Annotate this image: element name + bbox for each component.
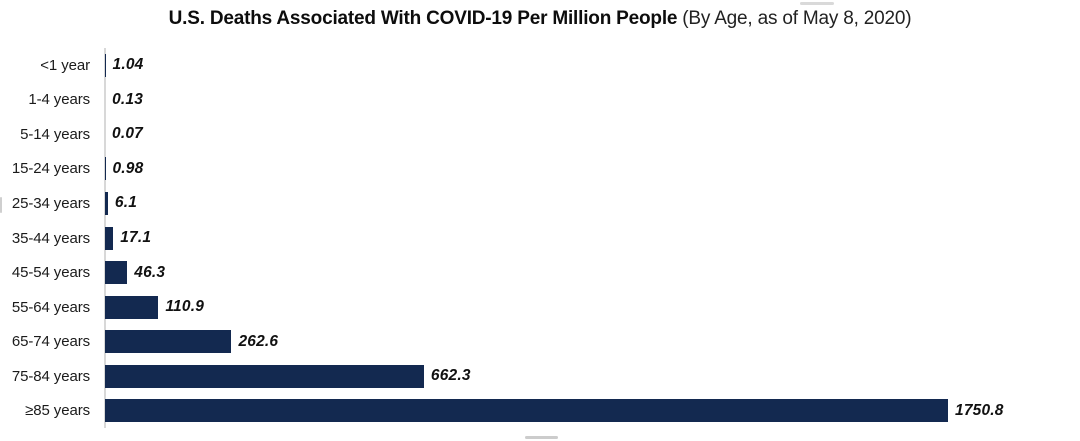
category-label: 1-4 years <box>28 91 90 109</box>
bar <box>105 399 948 423</box>
category-label: <1 year <box>40 56 90 74</box>
bar-track: 0.13 <box>105 88 1080 112</box>
bar-row: 35-44 years 17.1 <box>0 221 1080 256</box>
bar-track: 46.3 <box>105 261 1080 285</box>
bar-track: 110.9 <box>105 295 1080 319</box>
bar-row: 75-84 years 662.3 <box>0 359 1080 394</box>
category-label: 55-64 years <box>11 298 90 316</box>
bar <box>105 295 159 319</box>
category-label: 65-74 years <box>11 333 90 351</box>
bar-row: 45-54 years 46.3 <box>0 255 1080 290</box>
crop-artifact-top <box>800 2 834 5</box>
chart-title: U.S. Deaths Associated With COVID-19 Per… <box>0 6 1080 32</box>
value-label: 1.04 <box>112 56 144 74</box>
bar-row: 1-4 years 0.13 <box>0 83 1080 118</box>
category-label: 75-84 years <box>11 367 90 385</box>
chart-title-main: U.S. Deaths Associated With COVID-19 Per… <box>168 8 678 29</box>
bar-row: 5-14 years 0.07 <box>0 117 1080 152</box>
bar-track: 662.3 <box>105 364 1080 388</box>
y-axis-line <box>104 48 106 428</box>
value-label: 0.07 <box>112 125 143 143</box>
value-label: 6.1 <box>114 194 138 212</box>
crop-artifact-bottom <box>525 436 558 439</box>
category-label: 25-34 years <box>11 194 90 212</box>
bar-track: 1.04 <box>105 53 1080 77</box>
bar-track: 1750.8 <box>105 399 1080 423</box>
value-label: 0.13 <box>112 90 144 108</box>
bar <box>105 226 114 250</box>
value-label: 0.98 <box>112 159 144 177</box>
bar <box>105 191 108 215</box>
bar <box>105 261 128 285</box>
value-label: 110.9 <box>165 298 205 316</box>
bar-row: 65-74 years 262.6 <box>0 324 1080 359</box>
bar-track: 262.6 <box>105 330 1080 354</box>
value-label: 17.1 <box>120 229 152 246</box>
bar-track: 0.98 <box>105 157 1080 181</box>
value-label: 662.3 <box>430 367 471 385</box>
value-label: 262.6 <box>238 332 279 350</box>
category-label: 45-54 years <box>11 264 90 282</box>
bar-row: 55-64 years 110.9 <box>0 290 1080 325</box>
bar-track: 0.07 <box>105 122 1080 146</box>
bar <box>105 53 106 77</box>
crop-artifact-left <box>0 197 2 213</box>
bar <box>105 364 424 388</box>
value-label: 46.3 <box>134 263 166 281</box>
bar-row: ≥85 years 1750.8 <box>0 393 1080 428</box>
bar-track: 6.1 <box>105 191 1080 215</box>
chart-title-date-note: (By Age, as of May 8, 2020) <box>682 8 912 29</box>
category-label: 15-24 years <box>11 160 90 178</box>
chart-rows: <1 year 1.04 1-4 years 0.13 5-14 years 0.07 15… <box>0 48 1080 428</box>
bar-row: 15-24 years 0.98 <box>0 152 1080 187</box>
category-label: ≥85 years <box>25 402 90 420</box>
bar-track: 17.1 <box>105 226 1080 250</box>
value-label: 1750.8 <box>955 401 1004 419</box>
bar-chart-plot: <1 year 1.04 1-4 years 0.13 5-14 years 0.07 15… <box>0 48 1080 428</box>
bar <box>105 330 232 354</box>
bar-row: 25-34 years 6.1 <box>0 186 1080 221</box>
category-label: 35-44 years <box>11 229 90 247</box>
bar-row: <1 year 1.04 <box>0 48 1080 83</box>
category-label: 5-14 years <box>20 125 90 143</box>
